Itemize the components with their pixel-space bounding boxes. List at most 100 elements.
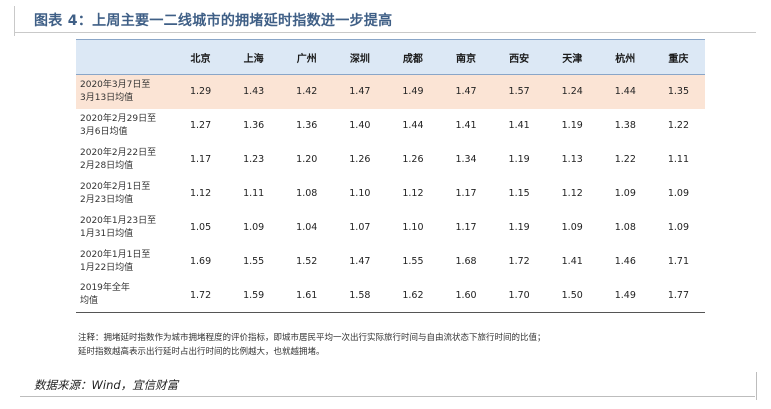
- table-cell: 1.29: [174, 74, 228, 109]
- table-cell: 1.60: [439, 278, 493, 313]
- header-city: 成都: [386, 39, 440, 75]
- table-cell: 1.24: [545, 74, 599, 109]
- row-label-line: 2月28日均值: [80, 160, 134, 171]
- table-cell: 1.46: [614, 256, 636, 267]
- table-cell: 1.68: [455, 256, 477, 267]
- table-row: 2020年1月1日至 1月22日均值 1.69 1.55 1.52 1.47 1.55 1.6…: [76, 245, 705, 279]
- table-cell: 1.19: [508, 154, 530, 165]
- table-cell: 1.12: [402, 188, 424, 199]
- row-label-line: 1月22日均值: [80, 262, 134, 273]
- row-label-line: 2020年1月1日至: [80, 249, 151, 260]
- table-cell: 1.49: [386, 74, 440, 109]
- title-bar: 图表 4：上周主要一二线城市的拥堵延时指数进一步提高: [14, 6, 756, 33]
- table-cell: 1.49: [598, 278, 652, 313]
- source-rule: [20, 396, 755, 397]
- table-cell: 1.17: [455, 188, 477, 199]
- row-label-line: 2月23日均值: [80, 194, 134, 205]
- table-cell: 1.47: [349, 256, 371, 267]
- table-cell: 1.27: [189, 120, 212, 131]
- row-label-line: 2020年2月29日至: [80, 113, 157, 124]
- table-cell: 1.61: [280, 278, 334, 313]
- table-row: 2020年2月22日至 2月28日均值 1.17 1.23 1.20 1.26 1.26 1.…: [76, 143, 705, 177]
- header-city: 广州: [280, 39, 334, 75]
- header-city: 天津: [545, 39, 599, 75]
- header-city: 南京: [439, 39, 493, 75]
- row-label: 2019年全年 均值: [76, 278, 174, 313]
- table-cell: 1.62: [386, 278, 440, 313]
- table-cell: 1.19: [508, 222, 530, 233]
- row-label: 2020年1月1日至 1月22日均值: [76, 245, 174, 279]
- table-cell: 1.72: [174, 278, 228, 313]
- table-cell: 1.36: [296, 120, 318, 131]
- table-cell: 1.41: [455, 120, 477, 131]
- table-cell: 1.09: [561, 222, 583, 233]
- table-cell: 1.17: [455, 222, 477, 233]
- table-cell: 1.34: [455, 154, 477, 165]
- table-cell: 1.41: [561, 256, 583, 267]
- table-cell: 1.22: [667, 120, 689, 131]
- header-city: 深圳: [333, 39, 387, 75]
- table-cell: 1.47: [439, 74, 493, 109]
- table-cell: 1.09: [667, 222, 689, 233]
- table-row: 2020年2月29日至 3月6日均值 1.27 1.36 1.36 1.40 1.44 1.4…: [76, 109, 705, 143]
- table-row: 2020年2月1日至 2月23日均值 1.12 1.11 1.08 1.10 1.12 1.1…: [76, 177, 705, 211]
- table-cell: 1.10: [402, 222, 424, 233]
- table-cell: 1.10: [349, 188, 371, 199]
- table-cell: 1.13: [561, 154, 583, 165]
- table-cell: 1.26: [402, 154, 424, 165]
- table-cell: 1.38: [614, 120, 636, 131]
- table-cell: 1.17: [189, 154, 212, 165]
- table-cell: 1.44: [598, 74, 652, 109]
- table-cell: 1.40: [349, 120, 371, 131]
- table-cell: 1.26: [349, 154, 371, 165]
- row-label-line: 2020年3月7日至: [80, 79, 151, 90]
- table-cell: 1.43: [227, 74, 281, 109]
- table-cell: 1.41: [508, 120, 530, 131]
- table-cell: 1.35: [651, 74, 705, 109]
- table-row: 2020年1月23日至 1月31日均值 1.05 1.09 1.04 1.07 1.10 1.…: [76, 211, 705, 245]
- table-cell: 1.12: [189, 188, 212, 199]
- table-cell: 1.47: [333, 74, 387, 109]
- table-cell: 1.07: [349, 222, 371, 233]
- table-cell: 1.09: [667, 188, 689, 199]
- header-city: 杭州: [598, 39, 652, 75]
- table-header-row: 北京 上海 广州 深圳 成都 南京 西安 天津 杭州 重庆: [76, 39, 705, 75]
- row-label-line: 2020年1月23日至: [80, 215, 157, 226]
- header-city: 西安: [492, 39, 546, 75]
- table-cell: 1.15: [508, 188, 530, 199]
- table-cell: 1.42: [280, 74, 334, 109]
- figure-title: 图表 4：上周主要一二线城市的拥堵延时指数进一步提高: [34, 13, 393, 29]
- note-line: 注释：拥堵延时指数作为城市拥堵程度的评价指标，即城市居民平均一次出行实际旅行时间…: [78, 333, 546, 343]
- title-left-rule: [14, 6, 15, 36]
- row-label-line: 1月31日均值: [80, 228, 134, 239]
- table-cell: 1.71: [667, 256, 689, 267]
- table-cell: 1.72: [508, 256, 530, 267]
- table-cell: 1.22: [614, 154, 636, 165]
- table-cell: 1.55: [402, 256, 424, 267]
- table-cell: 1.58: [333, 278, 387, 313]
- table-cell: 1.57: [492, 74, 546, 109]
- table-cell: 1.55: [243, 256, 265, 267]
- table-cell: 1.70: [492, 278, 546, 313]
- table-cell: 1.09: [614, 188, 636, 199]
- table-cell: 1.12: [561, 188, 583, 199]
- row-label: 2020年2月1日至 2月23日均值: [76, 177, 174, 211]
- note-line: 延时指数越高表示出行延时占出行时间的比例越大，也就越拥堵。: [78, 347, 325, 357]
- header-city: 北京: [174, 39, 228, 75]
- table-cell: 1.23: [243, 154, 265, 165]
- row-label-line: 2020年2月22日至: [80, 147, 157, 158]
- row-label: 2020年2月29日至 3月6日均值: [76, 109, 174, 143]
- table-cell: 1.05: [189, 222, 212, 233]
- table-row: 2020年3月7日至 3月13日均值 1.29 1.43 1.42 1.47 1.49 1.4…: [76, 74, 705, 109]
- row-label-line: 3月13日均值: [80, 92, 134, 103]
- row-label: 2020年1月23日至 1月31日均值: [76, 211, 174, 245]
- row-label: 2020年3月7日至 3月13日均值: [76, 74, 174, 109]
- table-cell: 1.77: [651, 278, 705, 313]
- table-cell: 1.69: [189, 256, 212, 267]
- table-cell: 1.36: [243, 120, 265, 131]
- row-label-line: 2019年全年: [80, 283, 130, 294]
- table-cell: 1.52: [296, 256, 318, 267]
- table-cell: 1.50: [545, 278, 599, 313]
- row-label-line: 3月6日均值: [80, 126, 128, 137]
- table-cell: 1.44: [402, 120, 424, 131]
